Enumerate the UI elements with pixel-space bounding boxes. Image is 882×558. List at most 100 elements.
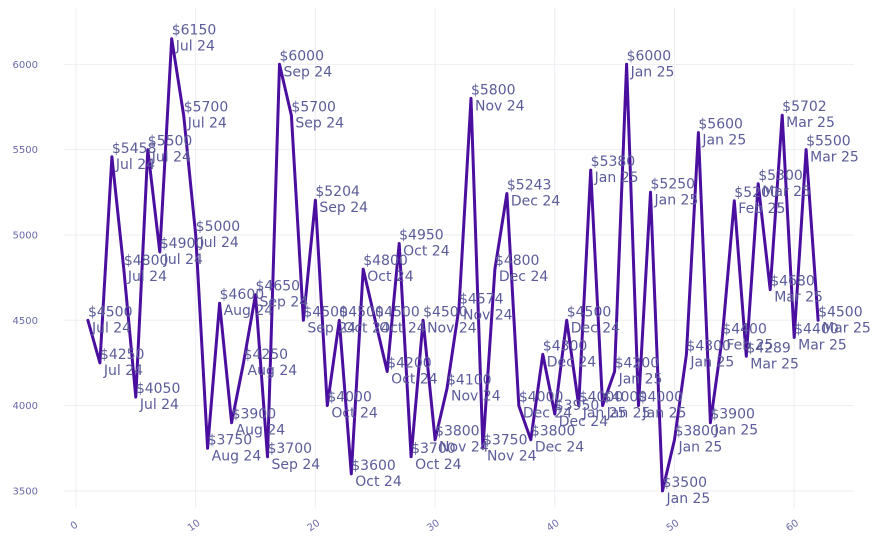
- data-label-value: $5000: [196, 219, 241, 235]
- x-tick-label: 30: [425, 518, 442, 534]
- data-label-date: Jul 24: [151, 150, 191, 166]
- data-label-date: Jul 24: [175, 39, 215, 55]
- data-label-date: Oct 24: [355, 474, 402, 490]
- data-label-value: $4650: [256, 279, 301, 295]
- data-label-date: Jan 25: [582, 406, 627, 422]
- data-label-value: $5600: [698, 117, 743, 133]
- data-label-date: Jul 24: [139, 397, 179, 413]
- data-label-value: $3600: [351, 458, 396, 474]
- data-label-date: Jul 24: [127, 269, 167, 285]
- data-label-date: Mar 25: [786, 115, 835, 131]
- data-label-date: Jan 25: [642, 406, 687, 422]
- data-label-value: $4000: [603, 390, 648, 406]
- data-label-value: $4500: [423, 304, 468, 320]
- data-label-date: Dec 24: [559, 414, 608, 430]
- data-label-value: $4000: [519, 390, 564, 406]
- data-label-value: $5204: [315, 184, 360, 200]
- x-tick-label: 50: [665, 518, 682, 534]
- data-label-date: Aug 24: [236, 423, 286, 439]
- data-label-value: $4289: [746, 340, 791, 356]
- data-label-value: $4400: [722, 321, 767, 337]
- data-label-value: $4500: [339, 304, 384, 320]
- data-label-value: $6000: [279, 48, 324, 64]
- data-label-date: Aug 24: [224, 303, 274, 319]
- data-label-value: $4300: [543, 338, 588, 354]
- data-label-date: Mar 25: [750, 356, 799, 372]
- y-tick-label: 3500: [13, 486, 38, 497]
- data-label-date: Jan 25: [701, 133, 746, 149]
- axis-ticks: 0 10 20 30 40 50 60 3500 4000 4500 5000 5500 6000: [13, 60, 802, 534]
- data-label-value: $3750: [208, 432, 253, 448]
- data-label-date: Mar 25: [810, 150, 859, 166]
- data-label-value: $4800: [495, 253, 540, 269]
- series-line-price: [86, 37, 820, 493]
- data-label-value: $5700: [291, 100, 336, 116]
- y-tick-label: 5500: [13, 145, 38, 156]
- data-label-value: $4950: [399, 227, 444, 243]
- data-label-date: Oct 24: [403, 243, 450, 259]
- data-label-date: Nov 24: [463, 308, 513, 324]
- data-label-value: $4574: [459, 292, 504, 308]
- data-label-value: $5458: [112, 141, 157, 157]
- x-tick-label: 20: [306, 518, 323, 534]
- data-label-value: $3800: [531, 424, 576, 440]
- data-label-value: $6150: [172, 23, 217, 39]
- data-label-date: Sep 24: [295, 116, 344, 132]
- data-label-value: $4600: [220, 287, 265, 303]
- x-tick-label: 60: [784, 518, 801, 534]
- data-label-date: Sep 24: [307, 320, 356, 336]
- data-label-date: Sep 24: [271, 457, 320, 473]
- data-label-date: Dec 24: [571, 320, 620, 336]
- data-label-value: $5700: [184, 100, 229, 116]
- data-label-value: $4250: [244, 347, 289, 363]
- data-label-date: Oct 24: [331, 406, 378, 422]
- data-label-date: Dec 24: [535, 440, 584, 456]
- data-label-date: Sep 24: [283, 64, 332, 80]
- data-label-date: Nov 24: [451, 389, 501, 405]
- data-label-value: $3900: [710, 407, 755, 423]
- data-label-date: Jan 25: [618, 371, 663, 387]
- data-label-date: Nov 24: [439, 440, 489, 456]
- data-label-date: Jan 25: [594, 170, 639, 186]
- data-label-value: $4050: [136, 381, 181, 397]
- data-label-value: $3800: [674, 424, 719, 440]
- data-label-date: Oct 24: [343, 320, 390, 336]
- data-label-value: $3900: [232, 407, 277, 423]
- y-tick-label: 6000: [13, 60, 38, 71]
- data-label-value: $5300: [758, 168, 803, 184]
- data-label-value: $4500: [567, 304, 612, 320]
- data-label-value: $3800: [435, 424, 480, 440]
